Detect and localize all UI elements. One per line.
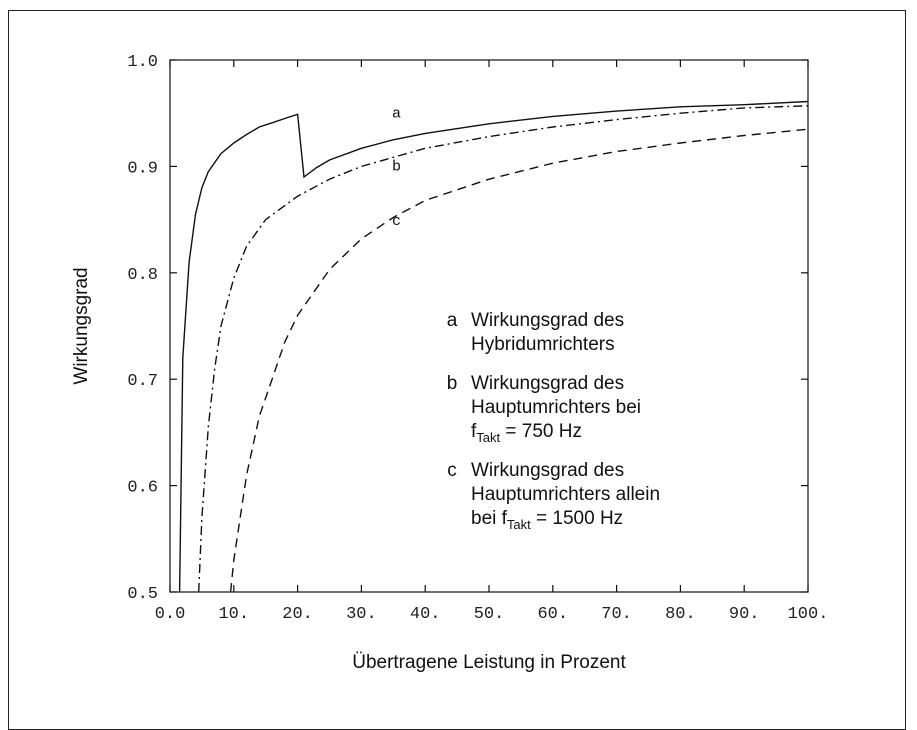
- curve-labels: a b c: [392, 105, 401, 229]
- x-tick-label: 60.: [537, 605, 568, 624]
- y-tick-label: 0.8: [127, 266, 158, 285]
- legend-text-line: Hauptumrichters bei: [471, 397, 641, 418]
- x-tick-label: 80.: [665, 605, 696, 624]
- legend-key-b: b: [447, 373, 458, 394]
- efficiency-chart: 0.0 10. 20. 30. 40. 50. 60. 70. 80. 90. 100. 0.50.…: [71, 53, 829, 673]
- x-tick-label: 0.0: [155, 605, 186, 624]
- y-tick-labels: 0.5 0.6 0.7 0.8 0.9 1.0: [127, 53, 158, 604]
- legend-text-line: bei fTakt = 1500 Hz: [471, 508, 623, 532]
- x-axis-title: Übertragene Leistung in Prozent: [352, 652, 626, 673]
- y-tick-label: 0.7: [127, 372, 158, 391]
- legend-key-a: a: [447, 310, 458, 331]
- legend-text-line: fTakt = 750 Hz: [471, 421, 582, 445]
- x-tick-label: 10.: [218, 605, 249, 624]
- legend-text-line: Wirkungsgrad des: [471, 310, 624, 331]
- x-tick-label: 70.: [601, 605, 632, 624]
- y-tick-label: 0.5: [127, 585, 158, 604]
- x-tick-label: 90.: [729, 605, 760, 624]
- curves: [178, 100, 809, 593]
- series-b-line: [198, 105, 809, 593]
- x-tick-label: 50.: [474, 605, 505, 624]
- x-tick-label: 30.: [346, 605, 377, 624]
- series-c-line: [229, 128, 809, 593]
- x-tick-label: 20.: [282, 605, 313, 624]
- legend-text-line: Wirkungsgrad des: [471, 460, 624, 481]
- y-tick-label: 1.0: [127, 53, 158, 72]
- y-tick-label: 0.9: [127, 159, 158, 178]
- series-a-line: [178, 100, 809, 593]
- legend-text-line: Hybridumrichters: [471, 334, 615, 355]
- legend-key-c: c: [447, 460, 457, 481]
- curve-label-c: c: [392, 213, 401, 230]
- y-axis-title: Wirkungsgrad: [71, 267, 92, 384]
- legend: a Wirkungsgrad des Hybridumrichters b Wirkun…: [447, 310, 660, 532]
- y-tick-label: 0.6: [127, 479, 158, 498]
- curve-label-a: a: [392, 105, 401, 122]
- x-tick-labels: 0.0 10. 20. 30. 40. 50. 60. 70. 80. 90. 100.: [155, 605, 829, 624]
- x-tick-label: 40.: [410, 605, 441, 624]
- legend-text-line: Wirkungsgrad des: [471, 373, 624, 394]
- axis-ticks: [169, 59, 809, 593]
- x-tick-label: 100.: [788, 605, 829, 624]
- curve-label-b: b: [392, 159, 401, 176]
- legend-text-line: Hauptumrichters allein: [471, 484, 660, 505]
